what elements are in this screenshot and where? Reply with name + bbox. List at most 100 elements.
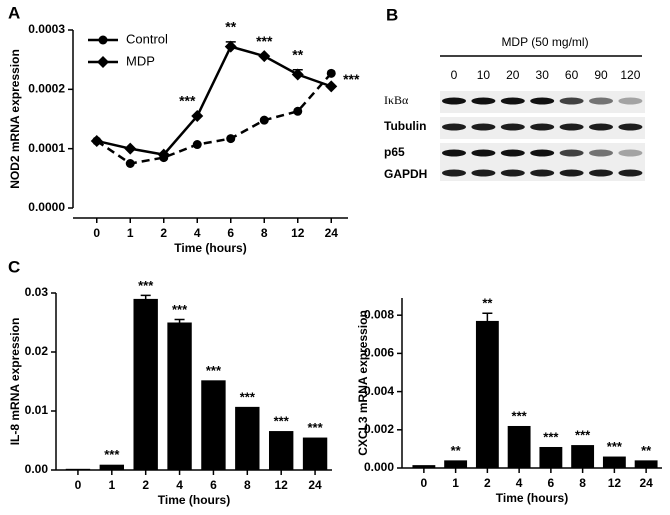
lane-label: 60 [565,68,579,82]
x-tick-label: 12 [291,226,305,240]
point [98,35,108,45]
y-tick-label: 0.01 [25,403,49,417]
x-tick-label: 24 [308,478,322,492]
blot-band [500,169,525,177]
point [259,115,269,125]
bar [133,298,158,470]
error-bar [174,318,185,326]
point [224,40,237,53]
panel-label: C [8,257,20,276]
panel-label: A [8,3,20,22]
x-tick-label: 6 [548,476,555,490]
y-tick-label: 0.006 [364,346,394,360]
blot-band [618,123,643,131]
bar [65,468,91,470]
x-tick-label: 8 [261,226,268,240]
annotation: ** [225,19,236,35]
point [325,80,338,93]
blot-band [442,169,466,177]
y-tick-label: 0.00 [25,462,49,476]
y-axis-label: NOD2 mRNA expression [8,49,22,189]
blot-band [442,97,466,105]
y-tick-label: 0.0002 [28,82,65,96]
x-tick-label: 6 [227,226,234,240]
lane-label: 90 [594,68,608,82]
blot-band [500,123,525,131]
point [192,140,202,150]
annotation: *** [274,413,290,428]
x-tick-label: 4 [176,478,183,492]
annotation: *** [343,71,360,87]
y-tick-label: 0.004 [364,384,394,398]
point [191,110,204,123]
x-tick-label: 24 [639,476,653,490]
point [97,56,109,68]
x-tick-label: 2 [142,478,149,492]
blot-band [589,123,613,131]
annotation: *** [206,363,222,378]
bar [201,380,226,470]
blot-row-label: p65 [384,145,405,159]
lane-label: 120 [620,68,640,82]
blot-band [530,149,555,157]
point [157,148,170,161]
blot-band [500,97,525,105]
blot-band [618,169,643,177]
x-tick-label: 4 [194,226,201,240]
blot-band [500,149,525,157]
blot-band [471,97,496,105]
point [125,159,135,168]
annotation: *** [172,302,188,317]
blot-band [471,123,496,131]
bar [475,320,499,468]
y-tick-label: 0.0001 [28,141,65,155]
bar [412,465,436,468]
blot-band [471,149,496,157]
annotation: *** [307,420,323,435]
x-tick-label: 2 [484,476,491,490]
x-tick-label: 8 [244,478,251,492]
y-tick-label: 0.02 [25,344,49,358]
bar [302,437,328,470]
blot-band [589,169,613,177]
x-tick-label: 2 [160,226,167,240]
legend-label: Control [126,31,168,46]
blot-band [618,149,643,157]
blot-band [618,97,643,105]
blot-band [530,97,555,105]
blot-row-label: Tubulin [384,119,426,133]
y-axis-label: IL-8 mRNA expression [8,318,22,446]
x-axis-label: Time (hours) [174,241,246,255]
x-tick-label: 12 [275,478,289,492]
blot-band [442,123,466,131]
blot-row-label: GAPDH [384,167,427,181]
y-tick-label: 0.002 [364,422,394,436]
annotation: *** [104,447,120,462]
bar [634,460,658,468]
annotation: *** [138,278,154,293]
blot-band [530,169,555,177]
y-tick-label: 0.0000 [28,200,65,214]
annotation: *** [607,439,623,454]
point [226,134,236,144]
blot-band [589,97,613,105]
annotation: ** [451,443,462,458]
bar [167,322,192,470]
x-tick-label: 12 [608,476,622,490]
blot-band [442,149,466,157]
point [90,134,103,147]
annotation: *** [575,428,591,443]
x-tick-label: 1 [452,476,459,490]
bar [99,464,125,470]
x-tick-label: 8 [579,476,586,490]
lane-label: 30 [536,68,550,82]
annotation: ** [482,296,493,311]
point [258,50,271,63]
blot-row-label: IκBα [384,93,409,107]
x-tick-label: 4 [516,476,523,490]
series-line [96,72,333,165]
bar [602,456,626,468]
lane-label: 10 [477,68,491,82]
point [326,68,336,78]
